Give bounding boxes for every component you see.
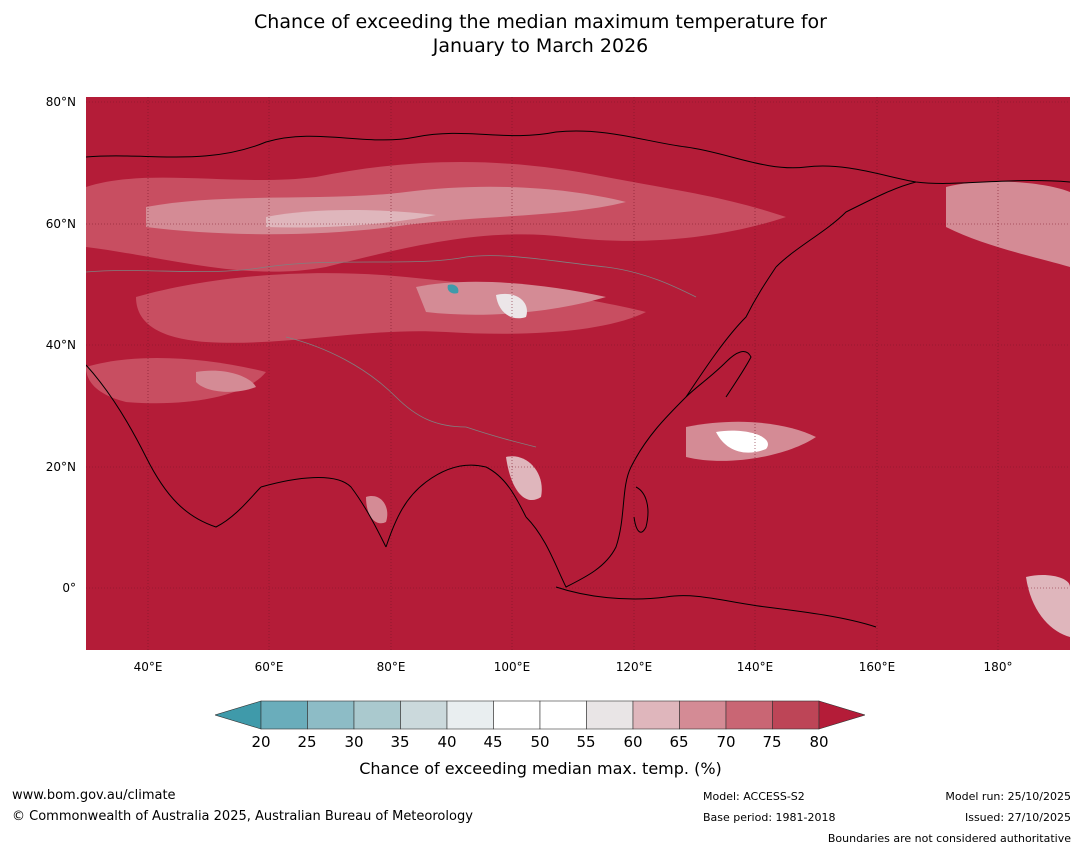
colorbar-tick-35: 35	[390, 733, 410, 751]
colorbar-tick-20: 20	[251, 733, 271, 751]
okhotsk-coast	[775, 181, 917, 268]
colorbar-label: Chance of exceeding median max. temp. (%…	[359, 759, 722, 778]
title-line-1: Chance of exceeding the median maximum t…	[254, 11, 827, 33]
lat-label-20n: 20°N	[45, 460, 76, 474]
model-text: Model: ACCESS-S2	[703, 790, 805, 803]
borders	[86, 255, 697, 448]
colorbar-cell	[539, 700, 587, 730]
colorbar-tick-40: 40	[437, 733, 457, 751]
colorbar-tick-50: 50	[530, 733, 550, 751]
colorbar-tick-30: 30	[344, 733, 364, 751]
colorbar-cell	[772, 700, 820, 730]
arctic-coast	[86, 130, 1070, 184]
website-link[interactable]: www.bom.gov.au/climate	[12, 788, 176, 803]
graticule	[86, 97, 1070, 650]
lat-label-0: 0°	[62, 581, 76, 595]
disclaimer-text: Boundaries are not considered authoritat…	[827, 832, 1071, 845]
lon-label-80e: 80°E	[376, 660, 406, 674]
band-70-75-middle-east	[86, 357, 266, 404]
colorbar-cell	[400, 700, 448, 730]
colorbar-tick-75: 75	[762, 733, 782, 751]
colorbar-cells	[215, 700, 865, 730]
base-period-text: Base period: 1981-2018	[703, 811, 836, 824]
lon-label-140e: 140°E	[736, 660, 774, 674]
india-west-coast	[260, 477, 387, 548]
copyright-text: © Commonwealth of Australia 2025, Austra…	[12, 809, 473, 824]
title-line-2: January to March 2026	[432, 35, 649, 57]
lat-label-80n: 80°N	[45, 95, 76, 109]
lat-label-40n: 40°N	[45, 338, 76, 352]
china-west-border	[285, 336, 467, 428]
lat-label-60n: 60°N	[45, 217, 76, 231]
colorbar-tick-65: 65	[669, 733, 689, 751]
lon-label-100e: 100°E	[493, 660, 531, 674]
colorbar-cell	[586, 700, 634, 730]
colorbar-cell	[632, 700, 680, 730]
philippines-outline	[633, 486, 649, 533]
east-asia-coast	[525, 266, 777, 588]
colorbar	[215, 700, 865, 730]
band-60-65-north	[266, 210, 436, 228]
band-50-55-mongolia	[496, 293, 527, 319]
band-65-70-india	[366, 496, 388, 524]
forecast-map	[86, 97, 1070, 650]
band-65-70-iran	[196, 370, 256, 392]
colorbar-tick-25: 25	[297, 733, 317, 751]
lon-label-40e: 40°E	[133, 660, 163, 674]
band-60-65-pacific-south	[1026, 575, 1070, 637]
coastlines	[86, 130, 1070, 628]
model-run-text: Model run: 25/10/2025	[945, 790, 1071, 803]
colorbar-cell	[493, 700, 541, 730]
china-south-border	[465, 426, 537, 448]
colorbar-cell	[446, 700, 494, 730]
colorbar-extend-low	[215, 700, 262, 730]
colorbar-cell	[353, 700, 401, 730]
issued-text: Issued: 27/10/2025	[964, 811, 1071, 824]
colorbar-cell	[679, 700, 727, 730]
colorbar-extend-high	[818, 700, 865, 730]
map-canvas	[86, 97, 1070, 650]
colorbar-tick-80: 80	[809, 733, 829, 751]
lon-label-60e: 60°E	[254, 660, 284, 674]
band-below-25-spot	[447, 284, 459, 294]
indonesia-outline	[555, 586, 877, 628]
colorbar-cell	[260, 700, 308, 730]
colorbar-tick-70: 70	[716, 733, 736, 751]
colorbar-cell	[725, 700, 773, 730]
map-title: Chance of exceeding the median maximum t…	[0, 10, 1081, 58]
bay-of-bengal-coast	[385, 464, 527, 548]
colorbar-tick-55: 55	[576, 733, 596, 751]
colorbar-tick-60: 60	[623, 733, 643, 751]
colorbar-tick-45: 45	[483, 733, 503, 751]
probability-bands	[86, 162, 1070, 637]
colorbar-cell	[307, 700, 355, 730]
lon-label-160e: 160°E	[858, 660, 896, 674]
arabia-coast	[86, 364, 262, 528]
lon-label-120e: 120°E	[615, 660, 653, 674]
russia-south-border	[86, 255, 697, 298]
lon-label-180: 180°	[983, 660, 1013, 674]
band-65-70-bering	[946, 181, 1070, 267]
japan-outline	[685, 351, 752, 398]
band-60-65-indochina	[506, 456, 542, 501]
